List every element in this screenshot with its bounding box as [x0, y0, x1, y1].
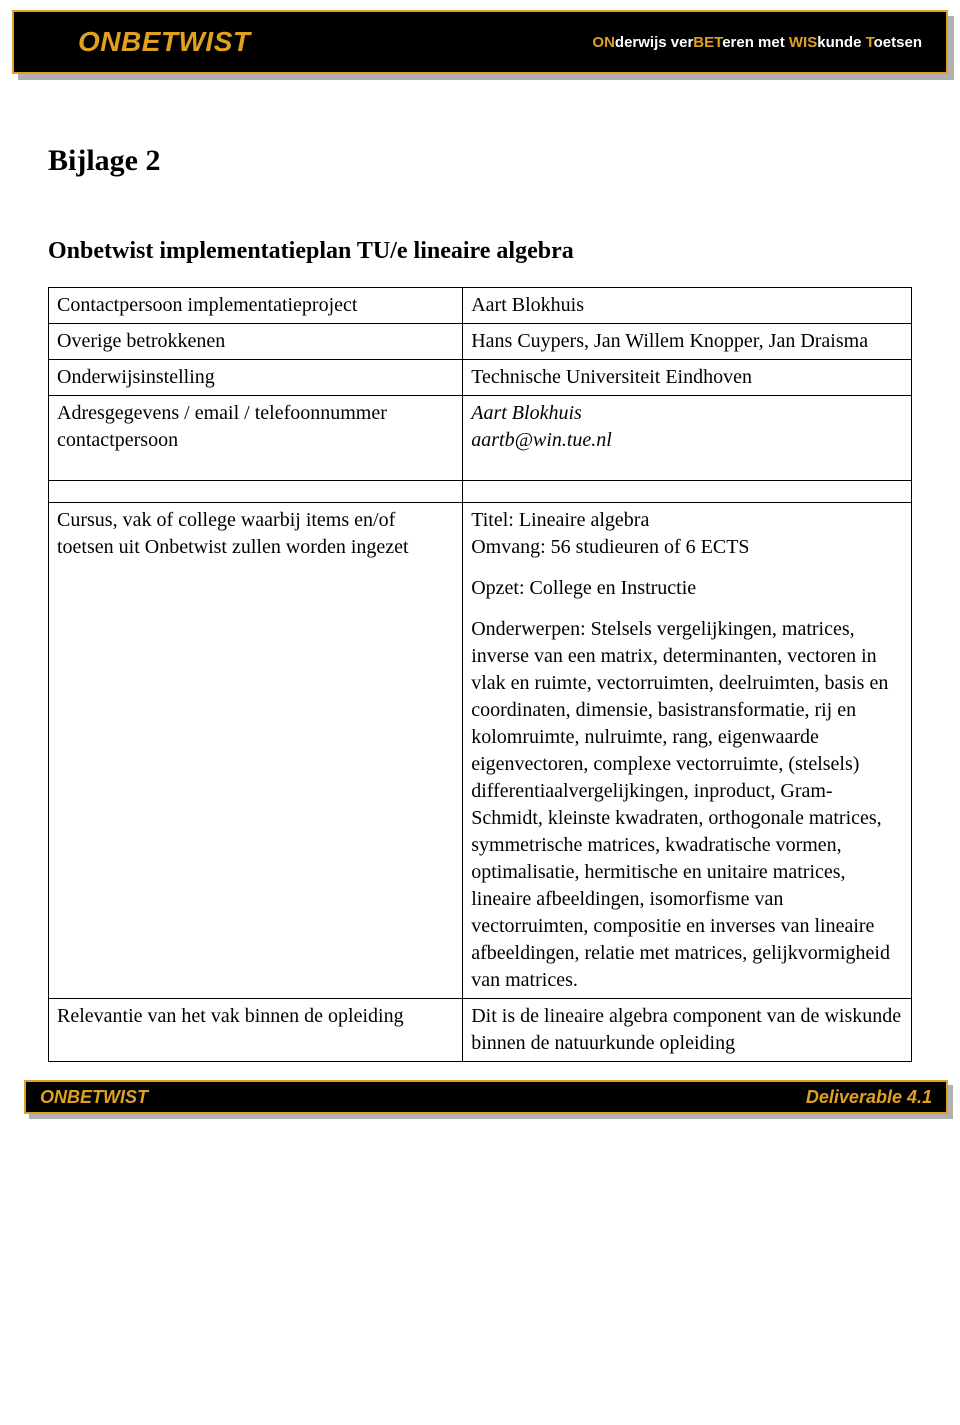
contact-name: Aart Blokhuis [471, 402, 582, 424]
footer-left: ONBETWIST [40, 1087, 148, 1108]
row-label: Onderwijsinstelling [49, 360, 463, 396]
header-banner: ONBETWIST ONderwijs verBETeren met WISku… [12, 10, 948, 74]
table-row: Cursus, vak of college waarbij items en/… [49, 503, 912, 999]
row-value: Dit is de lineaire algebra component van… [463, 999, 912, 1062]
footer-right: Deliverable 4.1 [806, 1087, 932, 1108]
course-topics: Onderwerpen: Stelsels vergelijkingen, ma… [471, 616, 903, 994]
table-row: Contactpersoon implementatieproject Aart… [49, 288, 912, 324]
document-title: Onbetwist implementatieplan TU/e lineair… [48, 238, 912, 265]
row-value: Technische Universiteit Eindhoven [463, 360, 912, 396]
contact-email: aartb@win.tue.nl [471, 429, 612, 451]
brand-tagline: ONderwijs verBETeren met WISkunde Toetse… [592, 34, 922, 51]
info-table: Contactpersoon implementatieproject Aart… [48, 287, 912, 1062]
table-row: Onderwijsinstelling Technische Universit… [49, 360, 912, 396]
spacer-cell [463, 481, 912, 503]
course-title-line: Titel: Lineaire algebra [471, 507, 903, 534]
row-value: Aart Blokhuis [463, 288, 912, 324]
row-label: Adresgegevens / email / telefoonnummer c… [49, 396, 463, 481]
brand-title: ONBETWIST [78, 26, 251, 58]
table-row: Adresgegevens / email / telefoonnummer c… [49, 396, 912, 481]
row-value: Titel: Lineaire algebra Omvang: 56 studi… [463, 503, 912, 999]
footer: ONBETWIST Deliverable 4.1 [24, 1080, 948, 1114]
row-value: Aart Blokhuis aartb@win.tue.nl [463, 396, 912, 481]
row-label: Relevantie van het vak binnen de opleidi… [49, 999, 463, 1062]
course-ects-line: Omvang: 56 studieuren of 6 ECTS [471, 534, 903, 561]
row-value: Hans Cuypers, Jan Willem Knopper, Jan Dr… [463, 324, 912, 360]
row-label: Contactpersoon implementatieproject [49, 288, 463, 324]
row-label: Cursus, vak of college waarbij items en/… [49, 503, 463, 999]
spacer-cell [49, 481, 463, 503]
table-row: Overige betrokkenen Hans Cuypers, Jan Wi… [49, 324, 912, 360]
row-label: Overige betrokkenen [49, 324, 463, 360]
footer-banner: ONBETWIST Deliverable 4.1 [24, 1080, 948, 1114]
page-title: Bijlage 2 [48, 144, 912, 178]
header: ONBETWIST ONderwijs verBETeren met WISku… [12, 10, 948, 74]
table-spacer-row [49, 481, 912, 503]
table-row: Relevantie van het vak binnen de opleidi… [49, 999, 912, 1062]
course-format-line: Opzet: College en Instructie [471, 575, 903, 602]
content: Bijlage 2 Onbetwist implementatieplan TU… [0, 74, 960, 1080]
